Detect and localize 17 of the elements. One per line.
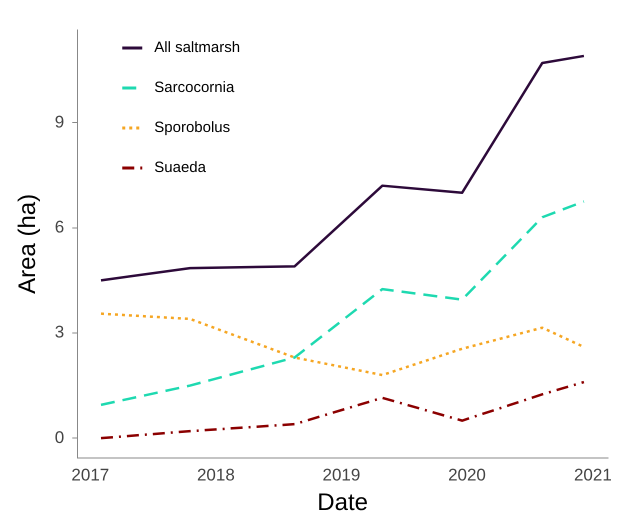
y-tick-label: 6 [54, 217, 64, 236]
y-tick-label: 9 [54, 112, 64, 132]
legend-label: Sarcocornia [154, 79, 235, 96]
legend-label: Suaeda [154, 159, 207, 176]
legend-label: All saltmarsh [154, 39, 240, 56]
x-tick-label: 2019 [322, 466, 360, 485]
legend-label: Sporobolus [154, 119, 230, 136]
y-axis-title: Area (ha) [14, 194, 42, 294]
line-series [100, 380, 586, 440]
x-tick-label: 2018 [196, 466, 235, 485]
y-tick-label: 0 [54, 428, 64, 447]
x-tick-label: 2017 [71, 466, 110, 485]
y-tick-label: 3 [54, 322, 64, 342]
x-tick-label: 2020 [448, 466, 486, 485]
x-axis-title: Date [317, 489, 368, 516]
x-tick-label: 2021 [574, 466, 612, 485]
line-series [100, 200, 586, 406]
